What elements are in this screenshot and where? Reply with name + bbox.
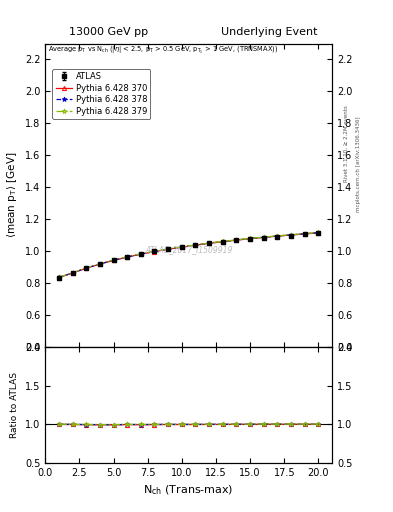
Pythia 6.428 379 [289,231,294,238]
Pythia 6.428 379 [180,244,184,250]
Pythia 6.428 378 [316,229,321,236]
X-axis label: N$_\mathregular{ch}$ (Trans-max): N$_\mathregular{ch}$ (Trans-max) [143,484,234,497]
Y-axis label: $\langle$mean p$_\mathregular{T}$$\rangle$ [GeV]: $\langle$mean p$_\mathregular{T}$$\rangl… [5,152,19,238]
Pythia 6.428 378 [220,239,225,245]
Pythia 6.428 370 [125,254,130,260]
Pythia 6.428 378 [166,246,171,252]
Pythia 6.428 379 [70,270,75,276]
Pythia 6.428 370 [316,230,321,236]
Pythia 6.428 370 [275,233,280,239]
Text: Underlying Event: Underlying Event [221,27,317,37]
Pythia 6.428 379 [193,242,198,248]
Pythia 6.428 378 [70,270,75,276]
Pythia 6.428 370 [248,236,252,242]
Pythia 6.428 378 [248,236,252,242]
Pythia 6.428 379 [125,253,130,260]
Pythia 6.428 370 [111,258,116,264]
Pythia 6.428 370 [152,248,157,254]
Legend: ATLAS, Pythia 6.428 370, Pythia 6.428 378, Pythia 6.428 379: ATLAS, Pythia 6.428 370, Pythia 6.428 37… [52,69,151,119]
Text: 13000 GeV pp: 13000 GeV pp [69,27,148,37]
Pythia 6.428 370 [180,244,184,250]
Y-axis label: Ratio to ATLAS: Ratio to ATLAS [10,372,19,438]
Pythia 6.428 370 [57,274,61,281]
Pythia 6.428 379 [234,237,239,243]
Pythia 6.428 379 [84,265,88,271]
Pythia 6.428 370 [97,261,102,267]
Pythia 6.428 379 [275,233,280,239]
Pythia 6.428 370 [193,242,198,248]
Line: Pythia 6.428 370: Pythia 6.428 370 [57,231,321,280]
Pythia 6.428 378 [261,234,266,240]
Pythia 6.428 370 [207,240,211,246]
Pythia 6.428 379 [138,251,143,257]
Pythia 6.428 370 [261,234,266,241]
Pythia 6.428 378 [207,240,211,246]
Pythia 6.428 379 [220,239,225,245]
Pythia 6.428 379 [57,274,61,281]
Pythia 6.428 370 [138,251,143,257]
Pythia 6.428 378 [234,237,239,243]
Pythia 6.428 378 [84,265,88,271]
Pythia 6.428 378 [111,257,116,263]
Pythia 6.428 378 [289,232,294,238]
Pythia 6.428 379 [166,246,171,252]
Pythia 6.428 378 [125,254,130,260]
Text: mcplots.cern.ch [arXiv:1306.3436]: mcplots.cern.ch [arXiv:1306.3436] [356,116,361,211]
Line: Pythia 6.428 378: Pythia 6.428 378 [57,230,321,280]
Text: Rivet 3.1.10, ≥ 2.2M events: Rivet 3.1.10, ≥ 2.2M events [344,105,349,182]
Pythia 6.428 378 [180,244,184,250]
Pythia 6.428 370 [84,265,88,271]
Pythia 6.428 378 [57,274,61,281]
Pythia 6.428 379 [207,240,211,246]
Line: Pythia 6.428 379: Pythia 6.428 379 [57,230,321,280]
Pythia 6.428 370 [166,246,171,252]
Pythia 6.428 379 [111,257,116,263]
Pythia 6.428 370 [220,239,225,245]
Pythia 6.428 379 [248,236,252,242]
Pythia 6.428 379 [316,229,321,236]
Pythia 6.428 370 [234,237,239,243]
Pythia 6.428 378 [152,248,157,254]
Pythia 6.428 378 [302,231,307,237]
Pythia 6.428 370 [302,231,307,237]
Pythia 6.428 378 [97,261,102,267]
Pythia 6.428 379 [152,248,157,254]
Pythia 6.428 379 [261,234,266,240]
Pythia 6.428 378 [138,251,143,257]
Text: Average p$_\mathregular{T}$ vs N$_\mathregular{ch}$ ($|\eta|$ < 2.5, p$_\mathreg: Average p$_\mathregular{T}$ vs N$_\mathr… [48,45,278,56]
Pythia 6.428 379 [97,261,102,267]
Pythia 6.428 378 [193,242,198,248]
Pythia 6.428 370 [70,270,75,276]
Text: ATLAS_2017_I1509919: ATLAS_2017_I1509919 [145,245,232,254]
Pythia 6.428 378 [275,233,280,239]
Pythia 6.428 379 [302,230,307,237]
Pythia 6.428 370 [289,232,294,238]
